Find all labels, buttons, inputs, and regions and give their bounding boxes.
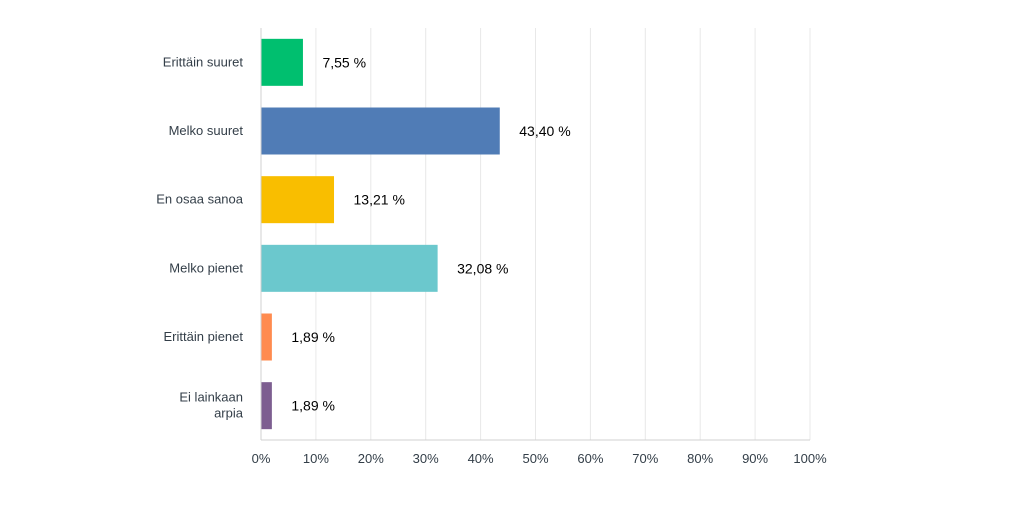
x-tick-label: 100% <box>793 451 827 466</box>
category-label: Ei lainkaan arpia <box>179 390 243 421</box>
bar <box>261 244 438 292</box>
category-label: En osaa sanoa <box>156 192 244 207</box>
x-tick-label: 0% <box>252 451 271 466</box>
data-label: 13,21 % <box>354 192 405 208</box>
x-tick-label: 50% <box>522 451 548 466</box>
bar <box>261 38 303 86</box>
x-tick-label: 90% <box>742 451 768 466</box>
x-tick-label: 40% <box>468 451 494 466</box>
category-label: Melko suuret <box>169 123 244 138</box>
bar <box>261 382 272 430</box>
bars <box>261 38 500 430</box>
data-label: 7,55 % <box>322 54 366 70</box>
x-tick-label: 60% <box>577 451 603 466</box>
category-label: Erittäin pienet <box>164 329 244 344</box>
data-label: 1,89 % <box>291 398 335 414</box>
grid-lines <box>315 28 811 440</box>
data-label: 1,89 % <box>291 329 335 345</box>
value-labels: 7,55 % 43,40 % 13,21 % 32,08 % 1,89 % 1,89 % <box>291 54 570 413</box>
x-tick-label: 30% <box>413 451 439 466</box>
x-tick-label: 80% <box>687 451 713 466</box>
category-label: Erittäin suuret <box>163 54 244 69</box>
data-label: 32,08 % <box>457 260 508 276</box>
data-label: 43,40 % <box>519 123 570 139</box>
category-labels: Erittäin suuret Melko suuret En osaa sanoa… <box>156 54 244 420</box>
x-tick-label: 10% <box>303 451 329 466</box>
bar <box>261 176 335 224</box>
x-tick-label: 20% <box>358 451 384 466</box>
category-label: Melko pienet <box>169 260 243 275</box>
bar <box>261 107 500 155</box>
bar <box>261 313 272 361</box>
x-axis: 0% 10% 20% 30% 40% 50% 60% 70% 80% 90% 100% <box>252 28 827 466</box>
x-tick-label: 70% <box>632 451 658 466</box>
